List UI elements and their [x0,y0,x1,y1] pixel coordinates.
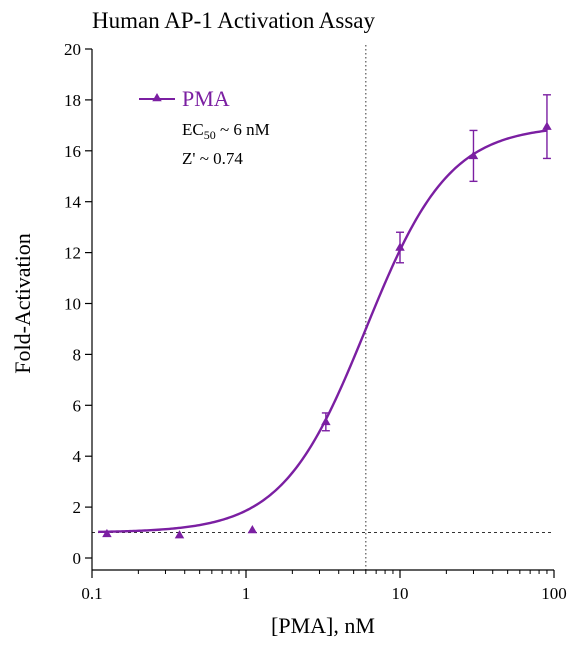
x-tick-label: 10 [392,584,409,603]
y-tick-label: 20 [64,40,81,59]
y-tick-label: 2 [73,498,82,517]
series-layer [98,94,552,539]
y-tick-label: 14 [64,193,82,212]
axes: 0 2 4 6 8 10 12 14 16 18 20 0.1 1 10 100 [64,40,567,603]
data-point [395,242,405,251]
zprime-annotation: Z' ~ 0.74 [182,149,243,168]
chart-title: Human AP-1 Activation Assay [92,8,376,33]
y-tick-label: 6 [73,396,82,415]
y-tick-label: 16 [64,142,81,161]
ec50-annotation: EC50 ~ 6 nM [182,120,270,142]
x-tick-label: 0.1 [81,584,102,603]
data-point [247,525,258,534]
legend: PMA [139,86,230,111]
x-axis-label: [PMA], nM [271,613,375,638]
x-ticks: 0.1 1 10 100 [81,570,567,603]
y-tick-label: 12 [64,244,81,263]
data-point [102,528,112,538]
reference-lines [92,45,554,570]
legend-triangle-marker [152,93,162,102]
y-tick-label: 4 [73,447,82,466]
y-tick-label: 0 [73,549,82,568]
data-point [321,416,331,426]
annotations: EC50 ~ 6 nM Z' ~ 0.74 [182,120,270,168]
fit-curve [98,129,548,534]
x-tick-label: 1 [242,584,251,603]
data-point [174,530,185,539]
y-axis-label: Fold-Activation [10,233,35,374]
data-point [468,150,479,160]
y-tick-label: 18 [64,91,81,110]
y-ticks: 0 2 4 6 8 10 12 14 16 18 20 [64,40,92,568]
y-tick-label: 10 [64,295,81,314]
legend-label: PMA [182,86,230,111]
ec50-subscript: 50 [204,128,216,142]
data-point [542,121,552,130]
x-tick-label: 100 [541,584,567,603]
y-tick-label: 8 [73,345,82,364]
ec50-value: ~ 6 nM [216,120,270,139]
ec50-prefix: EC [182,120,204,139]
